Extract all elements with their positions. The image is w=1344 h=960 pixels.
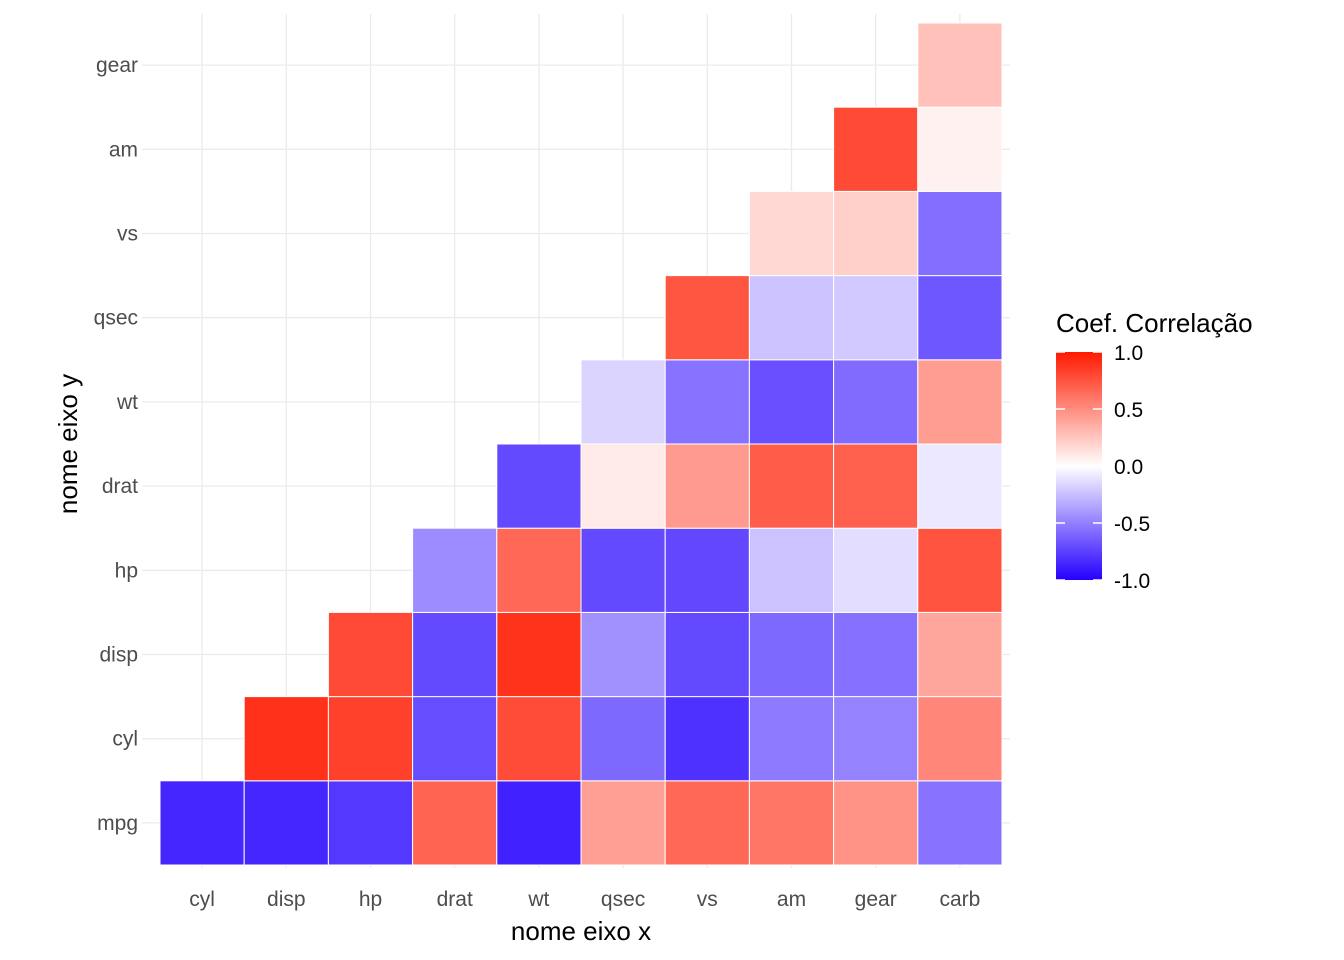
heatmap-cell-vs-hp <box>664 527 750 613</box>
heatmap-cell-carb-qsec <box>917 275 1003 361</box>
y-tick-label: am <box>109 138 138 161</box>
heatmap-cell-vs-mpg <box>664 780 750 866</box>
heatmap-cell-carb-vs <box>917 190 1003 277</box>
y-axis-title: nome eixo y <box>53 374 83 514</box>
heatmap-cell-qsec-hp <box>580 527 666 613</box>
heatmap-cell-am-disp <box>748 611 835 698</box>
heatmap-cell-drat-mpg <box>412 780 498 866</box>
heatmap-cell-vs-drat <box>664 443 750 529</box>
heatmap-cell-qsec-wt <box>580 359 666 445</box>
heatmap-cell-carb-cyl <box>917 696 1003 782</box>
legend-tick-label: -0.5 <box>1114 513 1150 536</box>
heatmap-cell-gear-disp <box>833 611 919 698</box>
color-legend: Coef. Correlação 1.0 0.5 0.0 -0.5 -1.0 <box>1056 308 1253 593</box>
x-tick-label: hp <box>359 888 382 911</box>
heatmap-cell-wt-hp <box>496 527 582 613</box>
heatmap-cell-am-mpg <box>748 780 835 866</box>
heatmap-cell-qsec-cyl <box>580 696 666 782</box>
heatmap-cell-qsec-drat <box>580 443 666 529</box>
x-tick-label: drat <box>437 888 473 911</box>
heatmap-cell-hp-cyl <box>327 696 414 782</box>
y-tick-label: cyl <box>112 728 138 751</box>
heatmap-cell-am-qsec <box>748 275 835 361</box>
y-tick-label: wt <box>116 391 138 414</box>
heatmap-cell-wt-cyl <box>496 696 582 782</box>
y-tick-label: vs <box>117 223 138 246</box>
heatmap-cell-carb-drat <box>917 443 1003 529</box>
legend-tick-label: 0.0 <box>1114 456 1143 479</box>
heatmap-cell-am-vs <box>748 190 835 277</box>
heatmap-cell-drat-cyl <box>412 696 498 782</box>
x-tick-label: gear <box>855 888 897 911</box>
heatmap-cell-vs-wt <box>664 359 750 445</box>
heatmap-cell-gear-mpg <box>833 780 919 866</box>
heatmap-cell-wt-mpg <box>496 780 582 866</box>
heatmap-cell-drat-disp <box>412 611 498 698</box>
heatmap-cell-carb-gear <box>917 22 1003 108</box>
heatmap-cell-am-drat <box>748 443 835 529</box>
heatmap-cell-wt-drat <box>496 443 582 529</box>
heatmap-cell-vs-qsec <box>664 275 750 361</box>
legend-title: Coef. Correlação <box>1056 308 1253 338</box>
heatmap-cell-cyl-mpg <box>159 780 245 866</box>
heatmap-cell-gear-am <box>833 106 919 192</box>
legend-tick-label: 0.5 <box>1114 399 1143 422</box>
heatmap-cell-vs-cyl <box>664 696 750 782</box>
x-tick-labels: cyl disp hp drat wt qsec vs am gear carb <box>189 888 980 911</box>
heatmap-cell-qsec-mpg <box>580 780 666 866</box>
heatmap-cell-carb-disp <box>917 611 1003 698</box>
heatmap-cell-gear-qsec <box>833 275 919 361</box>
y-tick-label: mpg <box>97 812 138 835</box>
legend-tick-label: -1.0 <box>1114 570 1150 593</box>
heatmap-cell-hp-disp <box>327 611 414 698</box>
heatmap-cell-carb-am <box>917 106 1003 192</box>
heatmap-cell-hp-mpg <box>327 780 414 866</box>
y-tick-label: qsec <box>94 307 138 330</box>
x-tick-label: wt <box>527 888 549 911</box>
x-tick-label: cyl <box>189 888 215 911</box>
legend-tick-label: 1.0 <box>1114 342 1143 365</box>
x-tick-label: disp <box>267 888 306 911</box>
heatmap-cells <box>159 22 1003 866</box>
heatmap-cell-carb-hp <box>917 527 1003 613</box>
x-tick-label: qsec <box>601 888 645 911</box>
heatmap-cell-am-wt <box>748 359 835 445</box>
y-tick-label: drat <box>102 475 138 498</box>
heatmap-cell-wt-disp <box>496 611 582 698</box>
x-tick-label: am <box>777 888 806 911</box>
y-tick-label: gear <box>96 54 138 77</box>
heatmap-cell-carb-mpg <box>917 780 1003 866</box>
heatmap-cell-disp-cyl <box>243 696 329 782</box>
legend-ticks: 1.0 0.5 0.0 -0.5 -1.0 <box>1056 342 1150 593</box>
heatmap-cell-qsec-disp <box>580 611 666 698</box>
y-tick-label: hp <box>115 559 138 582</box>
y-tick-label: disp <box>99 644 138 667</box>
heatmap-cell-am-hp <box>748 527 835 613</box>
heatmap-cell-drat-hp <box>412 527 498 613</box>
y-tick-labels: mpg cyl disp hp drat wt qsec vs am gear <box>94 54 139 835</box>
x-tick-label: vs <box>697 888 718 911</box>
heatmap-cell-carb-wt <box>917 359 1003 445</box>
heatmap-cell-gear-cyl <box>833 696 919 782</box>
heatmap-cell-gear-vs <box>833 190 919 277</box>
heatmap-cell-gear-wt <box>833 359 919 445</box>
x-axis-title: nome eixo x <box>511 916 651 946</box>
x-tick-label: carb <box>939 888 980 911</box>
heatmap-cell-gear-drat <box>833 443 919 529</box>
heatmap-cell-gear-hp <box>833 527 919 613</box>
heatmap-cell-vs-disp <box>664 611 750 698</box>
heatmap-cell-disp-mpg <box>243 780 329 866</box>
heatmap-cell-am-cyl <box>748 696 835 782</box>
